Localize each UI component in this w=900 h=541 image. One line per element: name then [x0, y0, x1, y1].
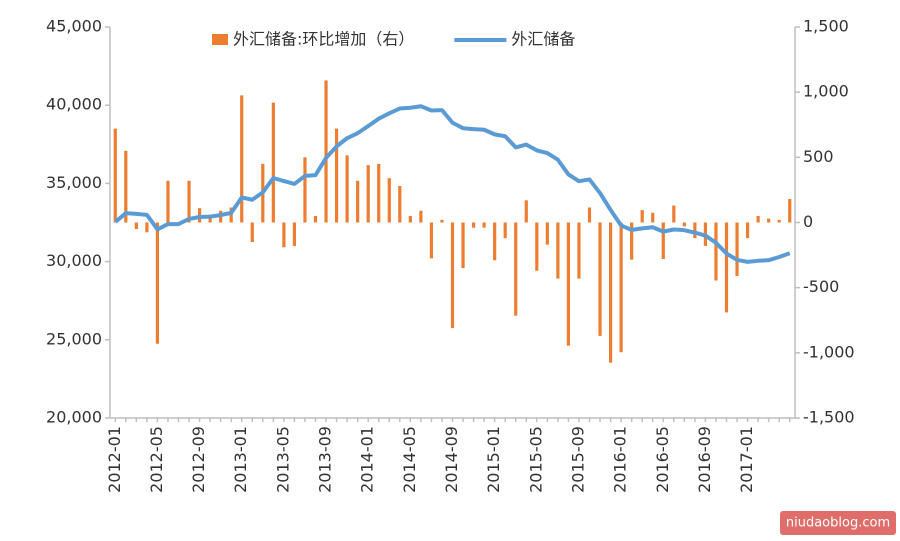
bar	[356, 180, 360, 223]
bar	[398, 186, 402, 223]
y2-tick-label: -1,500	[803, 408, 855, 427]
bar	[303, 157, 307, 223]
x-tick-label: 2016-09	[695, 426, 714, 493]
bar	[503, 222, 507, 239]
y-tick-label: 30,000	[46, 251, 102, 270]
bar	[313, 215, 318, 223]
x-tick-label: 2016-05	[653, 426, 672, 493]
y-tick-label: 35,000	[46, 173, 102, 192]
bar	[630, 222, 634, 260]
bar	[387, 178, 391, 223]
x-tick-label: 2013-01	[231, 426, 250, 493]
y-tick-label: 20,000	[46, 408, 102, 427]
y2-tick-label: -500	[803, 277, 839, 296]
bar	[471, 222, 476, 228]
y-tick-label: 25,000	[46, 329, 102, 348]
bar	[366, 165, 370, 223]
x-tick-label: 2012-01	[105, 426, 124, 493]
legend-label: 外汇储备	[511, 30, 575, 49]
bar	[166, 180, 170, 223]
x-tick-label: 2016-01	[611, 426, 630, 493]
y2-tick-label: -1,000	[803, 342, 855, 361]
x-tick-label: 2017-01	[737, 426, 756, 493]
bar	[608, 222, 613, 363]
bar	[229, 207, 233, 223]
bar	[735, 222, 739, 276]
bar	[408, 215, 412, 223]
x-tick-label: 2012-09	[189, 426, 208, 493]
bar	[788, 199, 792, 223]
bar	[577, 222, 581, 279]
y2-tick-label: 500	[803, 147, 834, 166]
bar	[745, 222, 750, 239]
bar	[292, 222, 297, 246]
bar	[514, 222, 518, 316]
x-tick-label: 2013-05	[273, 426, 292, 493]
x-tick-label: 2014-09	[442, 426, 461, 493]
bar	[250, 222, 254, 243]
bar	[155, 222, 160, 344]
bar	[419, 210, 423, 223]
bar	[124, 150, 128, 223]
bar	[377, 163, 381, 223]
bar	[440, 219, 444, 223]
bar	[450, 222, 455, 329]
legend-swatch	[212, 34, 228, 45]
x-tick-label: 2012-05	[147, 426, 166, 493]
bar	[756, 215, 760, 223]
bar	[535, 222, 539, 271]
bar	[345, 155, 349, 223]
x-tick-label: 2015-01	[484, 426, 503, 493]
bar	[461, 222, 465, 269]
y-tick-label: 40,000	[46, 95, 102, 114]
bar	[240, 95, 244, 223]
y2-tick-label: 1,500	[803, 17, 849, 36]
bar	[598, 222, 602, 336]
bar	[134, 222, 138, 230]
bar	[334, 128, 339, 223]
bar	[113, 128, 117, 223]
x-tick-label: 2014-01	[358, 426, 377, 493]
bar	[724, 222, 729, 313]
bar	[556, 222, 560, 279]
bar	[324, 80, 328, 223]
bar	[566, 222, 571, 346]
x-tick-label: 2013-09	[316, 426, 335, 493]
watermark-bg	[780, 511, 896, 535]
bar	[661, 222, 665, 259]
bar	[640, 210, 644, 223]
line	[113, 104, 791, 264]
bar	[187, 180, 191, 223]
bar	[767, 218, 771, 223]
y-tick-label: 45,000	[46, 17, 102, 36]
bar	[545, 222, 549, 245]
bar	[145, 222, 149, 233]
bar	[493, 222, 497, 261]
bar	[651, 212, 655, 223]
bar	[587, 207, 592, 223]
y2-tick-label: 0	[803, 212, 813, 231]
x-tick-label: 2014-05	[400, 426, 419, 493]
bar	[777, 219, 781, 223]
bar	[682, 222, 686, 227]
bar	[619, 222, 623, 353]
bar	[482, 222, 486, 228]
bar	[208, 215, 212, 223]
bar	[693, 222, 697, 239]
bar	[282, 222, 286, 248]
x-tick-label: 2015-05	[526, 426, 545, 493]
bar	[271, 102, 275, 223]
watermark: niudaoblog.com	[786, 516, 890, 531]
bar	[672, 205, 676, 223]
legend-label: 外汇储备:环比增加（右）	[233, 30, 414, 49]
bar	[524, 200, 528, 223]
bar	[429, 222, 434, 259]
bar	[714, 222, 718, 281]
y2-tick-label: 1,000	[803, 82, 849, 101]
x-tick-label: 2015-09	[568, 426, 587, 493]
